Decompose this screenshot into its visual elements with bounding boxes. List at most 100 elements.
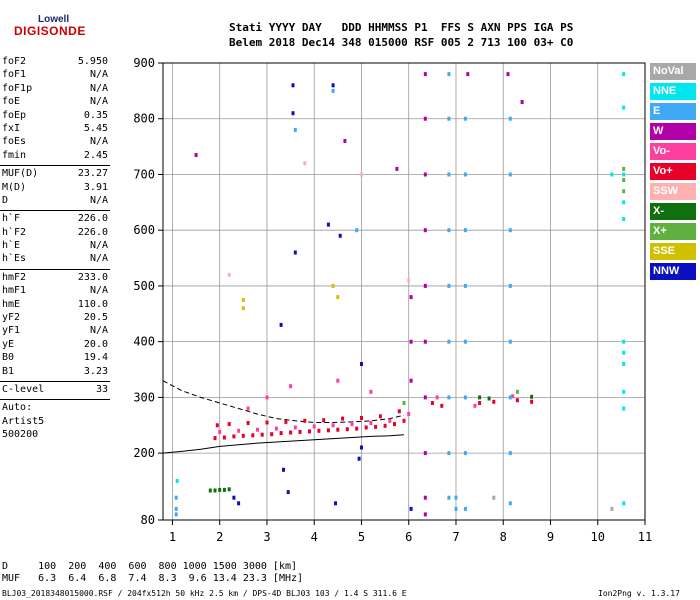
param-row-ye: yE 20.0 bbox=[0, 339, 110, 352]
y-tick-label: 200 bbox=[133, 446, 155, 460]
point-voplus bbox=[260, 432, 264, 437]
point-nnw bbox=[237, 501, 241, 506]
point-voplus bbox=[492, 399, 496, 404]
param-value: N/A bbox=[89, 194, 108, 206]
point-xplus bbox=[622, 166, 626, 171]
point-e bbox=[508, 451, 512, 456]
param-name: hmE bbox=[2, 298, 21, 310]
point-vominus bbox=[350, 422, 354, 427]
param-row-clevel: C-level 33 bbox=[0, 384, 110, 397]
point-vominus bbox=[473, 403, 477, 408]
param-value: N/A bbox=[89, 82, 108, 94]
x-tick-label: 1 bbox=[169, 530, 176, 544]
param-value: 19.4 bbox=[83, 352, 108, 364]
point-voplus bbox=[215, 423, 219, 428]
point-w bbox=[395, 166, 399, 171]
param-name: M(D) bbox=[2, 181, 27, 193]
point-e bbox=[463, 172, 467, 177]
point-voplus bbox=[222, 435, 226, 440]
point-e bbox=[331, 88, 335, 93]
point-voplus bbox=[530, 399, 534, 404]
point-xplus bbox=[402, 401, 406, 405]
echo-points bbox=[174, 72, 626, 517]
point-vominus bbox=[369, 421, 373, 425]
point-voplus bbox=[515, 398, 519, 403]
x-tick-label: 7 bbox=[452, 530, 459, 544]
point-nne bbox=[622, 406, 626, 411]
point-e bbox=[447, 72, 451, 77]
point-w bbox=[423, 339, 427, 344]
auto-text: 500200 bbox=[2, 429, 39, 441]
param-row-hf: h`F 226.0 bbox=[0, 213, 110, 226]
param-name: h`F bbox=[2, 213, 21, 225]
point-nnw bbox=[291, 111, 295, 116]
header-line-2: Belem 2018 Dec14 348 015000 RSF 005 2 71… bbox=[229, 36, 574, 49]
param-name: foF1p bbox=[2, 82, 33, 94]
point-voplus bbox=[336, 427, 340, 432]
point-voplus bbox=[232, 434, 236, 439]
point-voplus bbox=[397, 409, 401, 414]
point-e bbox=[174, 495, 178, 500]
x-tick-label: 2 bbox=[216, 530, 223, 544]
point-w bbox=[423, 116, 427, 121]
param-name: fxI bbox=[2, 122, 21, 134]
point-xplus bbox=[515, 389, 519, 394]
curve-virtual-height-trace bbox=[162, 380, 405, 423]
point-nnw bbox=[232, 495, 236, 500]
point-e bbox=[463, 506, 467, 511]
auto-text: Auto: bbox=[2, 402, 33, 414]
point-vominus bbox=[265, 395, 269, 400]
point-ssw bbox=[407, 278, 411, 283]
point-xminus bbox=[227, 487, 231, 492]
param-name: yF1 bbox=[2, 325, 21, 337]
point-voplus bbox=[213, 436, 217, 441]
param-name: foEs bbox=[2, 136, 27, 148]
point-voplus bbox=[364, 425, 368, 430]
point-e bbox=[508, 339, 512, 344]
trace-curves bbox=[162, 380, 405, 454]
point-sse bbox=[241, 297, 245, 302]
param-row-yf1: yF1 N/A bbox=[0, 325, 110, 338]
point-w bbox=[423, 512, 427, 517]
param-name: B1 bbox=[2, 365, 15, 377]
point-nne bbox=[622, 105, 626, 110]
param-row-hmf2: hmF2 233.0 bbox=[0, 272, 110, 285]
param-value: 233.0 bbox=[77, 271, 108, 283]
point-noval bbox=[610, 506, 614, 511]
point-voplus bbox=[308, 429, 311, 434]
param-row-foep: foEp 0.35 bbox=[0, 110, 110, 123]
param-value: 226.0 bbox=[77, 213, 108, 225]
point-nnw bbox=[291, 83, 295, 88]
param-name: MUF(D) bbox=[2, 168, 39, 180]
param-value: N/A bbox=[89, 240, 108, 252]
param-value: N/A bbox=[89, 325, 108, 337]
point-vominus bbox=[331, 423, 335, 428]
point-nnw bbox=[334, 501, 337, 506]
param-value: N/A bbox=[89, 285, 108, 297]
point-e bbox=[508, 116, 512, 121]
param-separator bbox=[0, 380, 110, 382]
x-tick-label: 8 bbox=[500, 530, 507, 544]
point-nnw bbox=[357, 456, 361, 461]
param-value: N/A bbox=[89, 96, 108, 108]
point-vominus bbox=[218, 429, 222, 434]
param-separator bbox=[0, 399, 110, 401]
point-voplus bbox=[246, 421, 250, 425]
param-row-hf2: h`F2 226.0 bbox=[0, 227, 110, 240]
point-e bbox=[508, 395, 512, 400]
point-e bbox=[355, 228, 359, 233]
point-e bbox=[463, 395, 467, 400]
point-e bbox=[293, 127, 297, 132]
point-xminus bbox=[222, 487, 226, 492]
point-voplus bbox=[227, 422, 231, 427]
point-e bbox=[174, 512, 178, 517]
point-e bbox=[447, 339, 451, 344]
logo-lowell: Lowell bbox=[38, 14, 70, 25]
point-e bbox=[454, 506, 458, 511]
version-label: Ion2Png v. 1.3.17 bbox=[598, 589, 680, 598]
param-row-b1: B1 3.23 bbox=[0, 366, 110, 379]
point-nne bbox=[622, 501, 626, 506]
point-e bbox=[447, 495, 451, 500]
point-xplus bbox=[622, 178, 626, 182]
point-nnw bbox=[286, 490, 290, 495]
